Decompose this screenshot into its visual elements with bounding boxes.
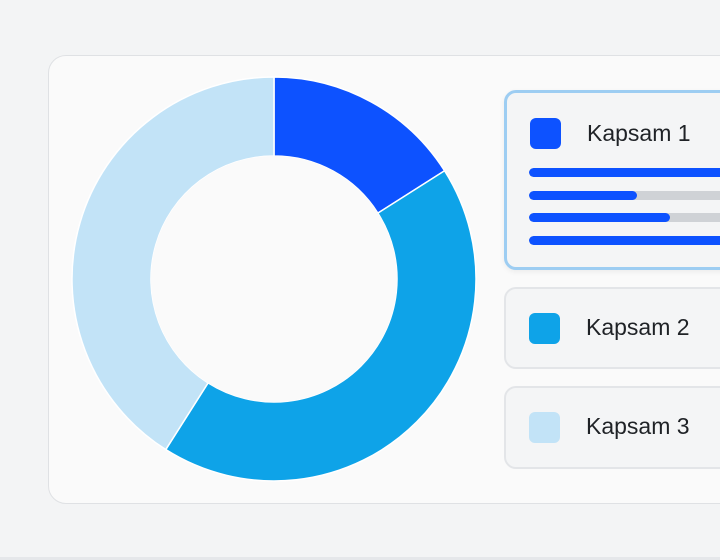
donut-chart bbox=[71, 76, 477, 482]
legend-item-kapsam-3[interactable]: Kapsam 3 bbox=[504, 386, 720, 469]
progress-bar-2 bbox=[529, 191, 720, 200]
legend-swatch-kapsam-3 bbox=[529, 412, 560, 443]
progress-bar-1 bbox=[529, 168, 720, 177]
legend-item-kapsam-2[interactable]: Kapsam 2 bbox=[504, 287, 720, 369]
donut-hole bbox=[151, 156, 397, 402]
legend-label-kapsam-1: Kapsam 1 bbox=[587, 120, 691, 146]
progress-bar-4-fill bbox=[529, 236, 720, 245]
legend-item-kapsam-1[interactable]: Kapsam 1 bbox=[504, 90, 720, 270]
progress-bar-2-fill bbox=[529, 191, 637, 200]
progress-bar-1-fill bbox=[529, 168, 720, 177]
legend-label-kapsam-2: Kapsam 2 bbox=[586, 314, 690, 340]
progress-bar-3 bbox=[529, 213, 720, 222]
page-bottom-divider bbox=[0, 557, 720, 560]
progress-bar-4 bbox=[529, 236, 720, 245]
legend-swatch-kapsam-1 bbox=[530, 118, 561, 149]
progress-bar-3-fill bbox=[529, 213, 670, 222]
legend-swatch-kapsam-2 bbox=[529, 313, 560, 344]
legend-label-kapsam-3: Kapsam 3 bbox=[586, 413, 690, 439]
